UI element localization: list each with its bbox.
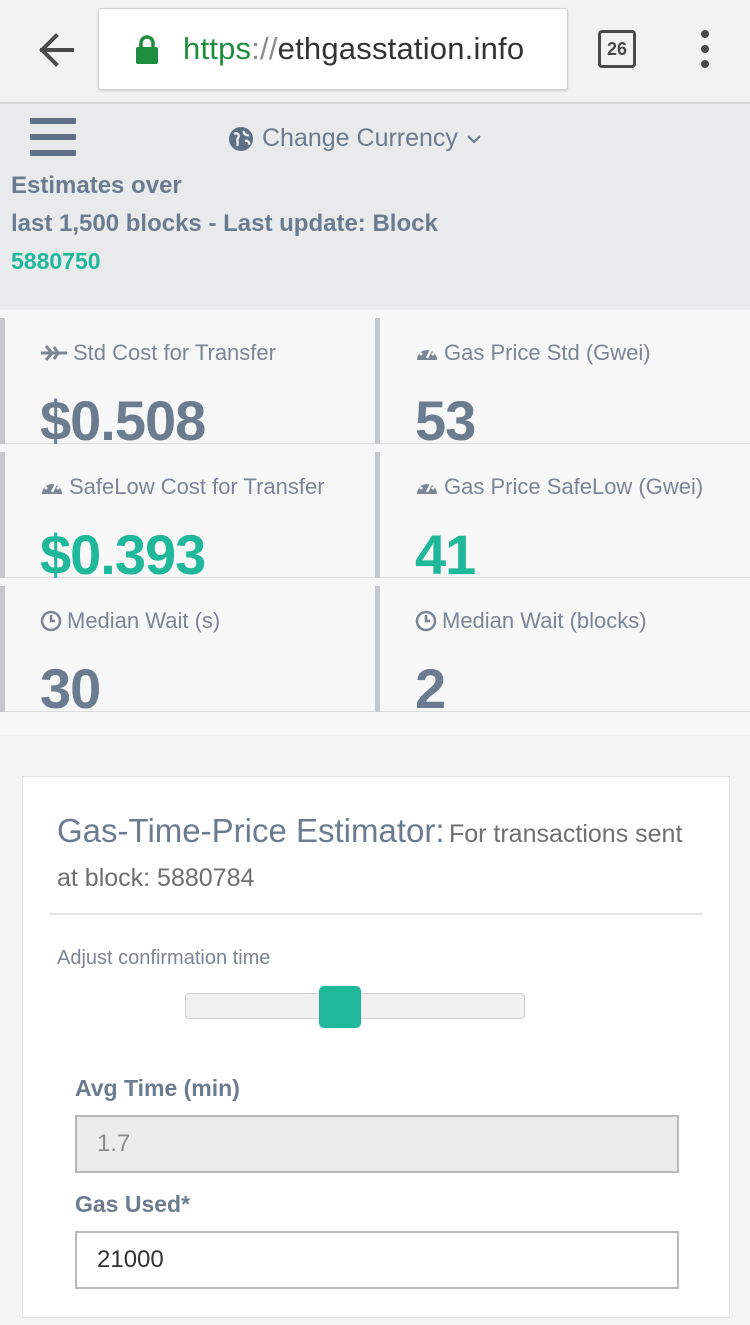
gauge-icon [417,481,437,494]
stat-gas-price-safelow: Gas Price SafeLow (Gwei) 41 [375,444,750,586]
gauge-icon [417,347,437,360]
change-currency-label: Change Currency [262,124,458,152]
stat-value: 2 [415,657,446,720]
hamburger-menu-icon[interactable] [30,118,76,158]
stat-median-wait-seconds: Median Wait (s) 30 [0,578,375,720]
stats-grid: Std Cost for Transfer $0.508 Gas Price S… [0,310,750,735]
slider-handle[interactable] [319,986,362,1028]
gauge-icon [42,481,62,494]
stat-label: Median Wait (blocks) [442,608,647,633]
stat-gas-price-std: Gas Price Std (Gwei) 53 [375,310,750,452]
stat-label: SafeLow Cost for Transfer [69,474,325,499]
url-separator: :// [251,31,278,66]
adjust-confirmation-label: Adjust confirmation time [57,947,271,969]
gas-used-input[interactable]: 21000 [75,1231,679,1289]
stat-value: 41 [415,523,476,586]
avg-time-value: 1.7 [97,1130,131,1157]
stat-value: 30 [40,657,101,720]
address-bar[interactable]: https://ethgasstation.info [98,8,568,90]
estimator-title: Gas-Time-Price Estimator: [57,812,445,849]
gas-used-label: Gas Used* [75,1191,191,1217]
site-header: Change Currency Estimates over last 1,50… [0,104,750,310]
tab-count: 26 [606,38,628,59]
gas-time-price-estimator: Gas-Time-Price Estimator: For transactio… [22,776,730,1318]
stat-value: 53 [415,389,476,452]
avg-time-field: 1.7 [75,1115,679,1173]
stat-median-wait-blocks: Median Wait (blocks) 2 [375,578,750,720]
browser-toolbar: https://ethgasstation.info 26 [0,0,750,104]
arrow-left-icon [39,33,74,67]
clock-icon [415,610,437,632]
divider [49,913,703,915]
estimator-heading: Gas-Time-Price Estimator: For transactio… [57,811,697,902]
clock-icon [40,610,62,632]
chevron-down-icon [467,134,481,144]
url-host: ethgasstation.info [277,31,525,66]
stat-label: Median Wait (s) [67,608,221,633]
back-button[interactable] [28,26,84,74]
estimates-line-2: last 1,500 blocks - Last update: Block [11,210,438,237]
gas-used-value: 21000 [97,1246,164,1273]
stat-std-cost: Std Cost for Transfer $0.508 [0,310,375,452]
stat-label: Gas Price Std (Gwei) [444,340,651,365]
plane-icon [41,345,67,361]
change-currency-dropdown[interactable]: Change Currency [228,124,482,153]
lock-icon [136,35,158,64]
stat-value: $0.393 [40,523,206,586]
last-block-number: 5880750 [11,248,101,274]
stat-safelow-cost: SafeLow Cost for Transfer $0.393 [0,444,375,586]
stat-value: $0.508 [40,389,206,452]
estimates-line-1: Estimates over [11,172,182,199]
url-scheme: https [183,31,252,66]
estimator-subtitle: For transactions sent at block: 5880784 [57,820,683,892]
globe-icon [229,126,253,151]
avg-time-label: Avg Time (min) [75,1075,240,1101]
stat-label: Std Cost for Transfer [73,340,276,365]
tab-switcher-button[interactable]: 26 [598,30,636,68]
url-text: https://ethgasstation.info [183,31,524,67]
more-menu-button[interactable] [690,28,720,70]
stat-label: Gas Price SafeLow (Gwei) [444,474,704,499]
